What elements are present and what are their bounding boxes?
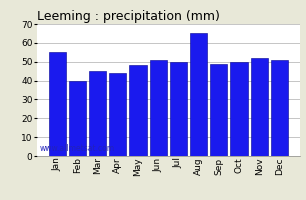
Bar bbox=[89, 71, 106, 156]
Bar bbox=[251, 58, 268, 156]
Bar bbox=[210, 64, 227, 156]
Bar bbox=[129, 65, 147, 156]
Bar bbox=[190, 33, 207, 156]
Bar bbox=[69, 81, 86, 156]
Text: Leeming : precipitation (mm): Leeming : precipitation (mm) bbox=[37, 10, 220, 23]
Bar bbox=[49, 52, 66, 156]
Bar bbox=[271, 60, 288, 156]
Text: www.allmetsat.com: www.allmetsat.com bbox=[39, 144, 114, 153]
Bar bbox=[150, 60, 167, 156]
Bar bbox=[109, 73, 126, 156]
Bar bbox=[230, 62, 248, 156]
Bar bbox=[170, 62, 187, 156]
